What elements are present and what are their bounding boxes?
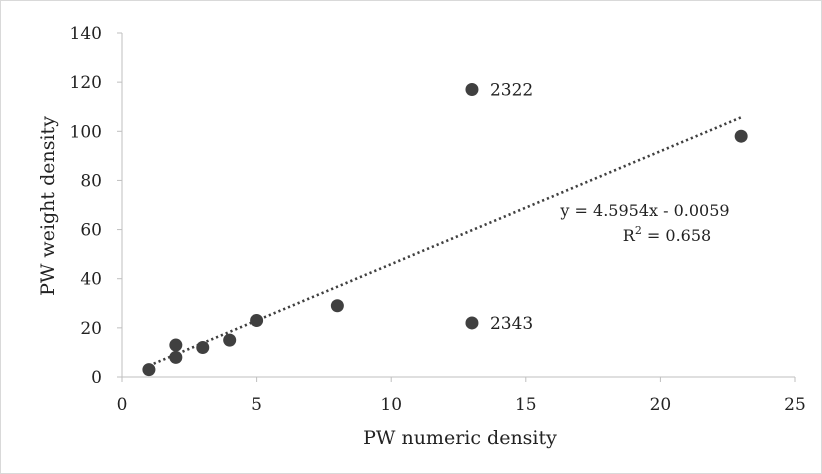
y-tick-label: 80 [80, 171, 102, 191]
x-tick-label: 10 [380, 395, 402, 415]
data-point [465, 316, 479, 330]
data-point [169, 350, 183, 364]
trendline-equation: y = 4.5954x - 0.0059 [559, 201, 729, 220]
point-label: 2322 [490, 81, 533, 101]
data-point [250, 313, 264, 327]
data-point [142, 363, 156, 377]
r-squared-label: R2 = 0.658 [623, 224, 711, 245]
y-tick-label: 100 [70, 122, 102, 142]
x-tick-label: 5 [251, 395, 262, 415]
data-point [223, 333, 237, 347]
y-tick-label: 40 [80, 270, 102, 290]
point-label: 2343 [490, 314, 533, 334]
data-point [196, 341, 210, 355]
y-axis-title: PW weight density [37, 116, 59, 296]
x-tick-label: 15 [515, 395, 537, 415]
x-tick-label: 25 [784, 395, 806, 415]
x-tick-label: 20 [650, 395, 672, 415]
x-axis-ticks: 0 5 10 15 20 25 [117, 377, 806, 415]
r-squared-superscript: 2 [635, 224, 642, 237]
data-point [169, 338, 183, 352]
x-axis-title: PW numeric density [363, 427, 557, 449]
y-tick-label: 0 [91, 368, 102, 388]
y-tick-label: 120 [70, 73, 102, 93]
point-labels: 2322 2343 [490, 81, 533, 334]
data-point [330, 299, 344, 313]
x-tick-label: 0 [117, 395, 128, 415]
y-tick-label: 20 [80, 319, 102, 339]
data-points [142, 83, 748, 377]
data-point [734, 129, 748, 143]
y-tick-label: 60 [80, 221, 102, 241]
y-tick-label: 140 [70, 24, 102, 44]
y-axis-ticks: 0 20 40 60 80 100 120 140 [70, 24, 122, 388]
r-squared-symbol: R [623, 226, 636, 245]
data-point [465, 83, 479, 97]
r-squared-value: = 0.658 [642, 226, 711, 245]
